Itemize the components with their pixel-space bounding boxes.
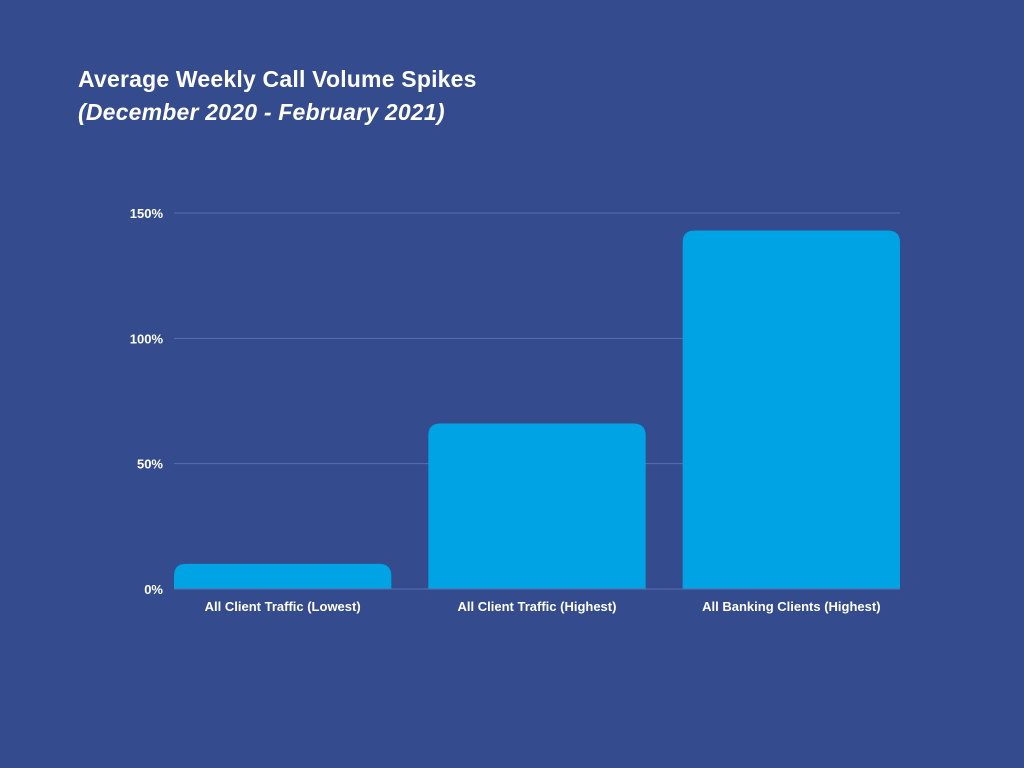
x-category-label: All Client Traffic (Lowest) <box>205 599 361 614</box>
chart-subtitle: (December 2020 - February 2021) <box>78 99 445 125</box>
bar <box>682 230 900 589</box>
x-category-label: All Client Traffic (Highest) <box>458 599 617 614</box>
y-tick-label: 50% <box>137 457 163 472</box>
bar <box>428 423 646 589</box>
x-category-label: All Banking Clients (Highest) <box>702 599 880 614</box>
y-tick-label: 100% <box>130 331 164 346</box>
bar <box>174 563 392 589</box>
y-tick-label: 150% <box>130 206 164 221</box>
y-tick-label: 0% <box>144 582 163 597</box>
chart-title: Average Weekly Call Volume Spikes <box>78 66 477 92</box>
